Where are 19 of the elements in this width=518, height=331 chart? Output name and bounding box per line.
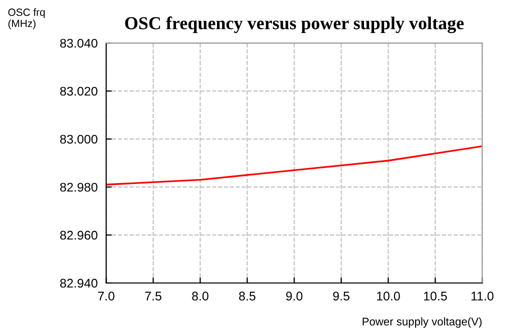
x-tick-label: 9.5 xyxy=(333,292,350,301)
x-tick-label: 10.0 xyxy=(377,292,400,301)
x-tick-label: 10.5 xyxy=(424,292,447,301)
y-tick-label: 82.960 xyxy=(60,230,98,240)
x-tick-label: 9.0 xyxy=(286,292,302,301)
chart-title: OSC frequency versus power supply voltage xyxy=(125,16,464,34)
line-series xyxy=(106,145,482,186)
y-tick-label: 83.020 xyxy=(60,86,98,96)
x-tick-label: 7.5 xyxy=(145,292,162,301)
y-axis-title: OSC frq (MHz) xyxy=(8,8,45,30)
x-tick-label: 11.0 xyxy=(472,292,494,301)
y-tick-label: 82.980 xyxy=(60,182,98,192)
y-tick-label: 83.000 xyxy=(60,134,98,144)
x-axis-title: Power supply voltage(V) xyxy=(362,317,482,328)
x-tick-label: 8.5 xyxy=(239,292,256,301)
x-tick-label: 8.0 xyxy=(192,292,208,301)
y-tick-label: 83.040 xyxy=(60,38,98,48)
x-tick-label: 7.0 xyxy=(98,292,114,301)
y-tick-label: 82.940 xyxy=(60,278,98,288)
